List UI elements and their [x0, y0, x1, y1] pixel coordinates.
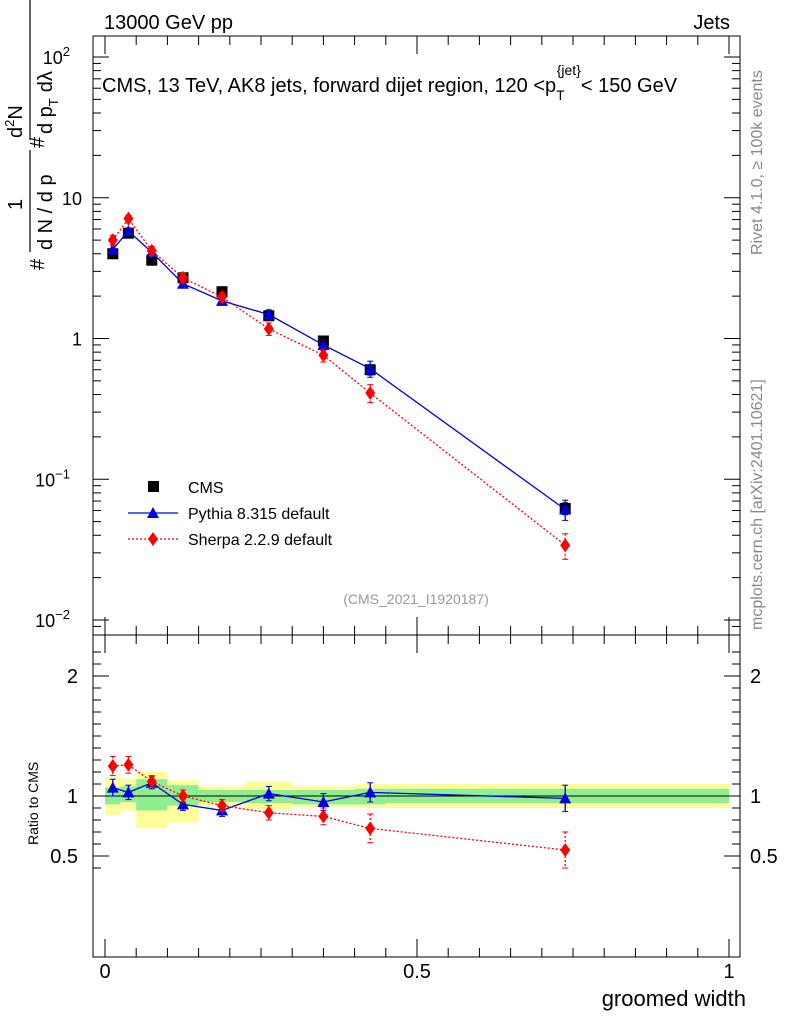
legend-label-pythia: Pythia 8.315 default	[188, 506, 330, 523]
xtick-label: 0	[99, 961, 110, 983]
legend-label-cms: CMS	[188, 480, 224, 497]
sherpa-marker	[178, 789, 188, 803]
ratio-ylabel: Ratio to CMS	[25, 762, 41, 845]
pythia-marker	[262, 787, 275, 799]
ratio-uncertainty-bands	[93, 772, 740, 829]
legend-marker-pythia	[147, 507, 159, 518]
plot-title: CMS, 13 TeV, AK8 jets, forward dijet reg…	[102, 62, 678, 103]
sherpa-marker	[217, 798, 227, 813]
rivet-version-label: Rivet 4.1.0, ≥ 100k events	[749, 70, 766, 255]
sherpa-marker	[123, 757, 134, 772]
legend-marker-cms	[148, 481, 159, 492]
pythia-marker	[122, 786, 135, 798]
cms-data-marker	[146, 254, 158, 266]
plot-title-main: CMS, 13 TeV, AK8 jets, forward dijet reg…	[102, 75, 556, 97]
sherpa-marker	[365, 821, 376, 836]
ylabel-N: N	[5, 105, 27, 119]
xlabel: groomed width	[602, 986, 746, 1011]
xtick-label: 1	[723, 961, 734, 983]
main-ytick-label: 10−2	[35, 607, 70, 631]
xtick-label: 0.5	[403, 961, 431, 983]
plot-title-sub: T	[556, 87, 565, 103]
ylabel-denominator: d N / d p	[35, 174, 57, 250]
ratio-series-layer	[106, 755, 572, 869]
sherpa-marker	[263, 805, 274, 820]
main-ytick-label: 10	[62, 189, 82, 209]
main-ytick-label: 10−1	[35, 466, 70, 490]
pythia-marker	[106, 243, 119, 255]
ylabel-d: d	[5, 127, 27, 138]
pythia-marker	[364, 786, 377, 798]
sherpa-marker	[146, 243, 157, 258]
legend: CMS Pythia 8.315 default Sherpa 2.2.9 de…	[128, 480, 333, 549]
energy-label: 13000 GeV pp	[104, 12, 233, 34]
ratio-ytick-label-right: 0.5	[750, 846, 778, 868]
sherpa-marker	[178, 270, 188, 285]
mcplots-label: mcplots.cern.ch [arXiv:2401.10621]	[749, 379, 766, 630]
ratio-ytick-label-right: 2	[750, 666, 761, 688]
ylabel-dlambda: dλ	[35, 71, 57, 92]
sherpa-marker	[107, 759, 118, 773]
plot-title-sup: {jet}	[557, 62, 581, 78]
main-ylabel: # 1 d N / d p # d2N d pTdλ	[2, 0, 61, 270]
pythia-marker	[106, 781, 119, 793]
main-series-layer	[106, 211, 572, 560]
ylabel-one: 1	[5, 199, 27, 210]
ratio-axis-ticks: 2 2 1 1 0.5 0.5 0 0.5 1	[50, 635, 778, 983]
pythia-marker	[559, 503, 572, 515]
legend-marker-sherpa	[148, 532, 158, 546]
ratio-ytick-label-left: 0.5	[50, 846, 78, 868]
legend-label-sherpa: Sherpa 2.2.9 default	[188, 532, 333, 549]
svg-text:d pTdλ: d pTdλ	[35, 71, 61, 134]
pythia-marker	[122, 225, 135, 237]
pythia-marker	[364, 362, 377, 374]
plot-title-end: < 150 GeV	[581, 75, 678, 97]
sherpa-marker	[365, 386, 376, 401]
analysis-label: (CMS_2021_I1920187)	[343, 591, 489, 607]
sherpa-marker	[263, 321, 274, 336]
ylabel-dp: d p	[35, 106, 57, 134]
main-ytick-label: 102	[43, 44, 70, 68]
sherpa-marker	[146, 774, 157, 789]
sherpa-marker	[318, 348, 329, 363]
ratio-ytick-label-left: 2	[67, 666, 78, 688]
sherpa-marker	[560, 843, 571, 857]
pythia-marker	[262, 308, 275, 320]
pythia-marker	[317, 338, 330, 350]
sherpa-marker	[123, 211, 134, 226]
sherpa-ratio-line	[112, 764, 566, 851]
ylabel-dp-sub: T	[46, 98, 61, 106]
ylabel-d-sup: 2	[2, 120, 17, 127]
main-ytick-label: 1	[72, 330, 82, 350]
svg-text:d2N: d2N	[2, 105, 27, 138]
ratio-ytick-label-left: 1	[67, 786, 78, 808]
sherpa-marker	[318, 809, 329, 824]
pythia-marker	[559, 792, 572, 804]
ylabel-hash: #	[27, 258, 49, 270]
ylabel-hash2: #	[27, 136, 49, 148]
pythia-marker	[177, 798, 189, 810]
main-axis-ticks: 102 10 1 10−1 10−2	[35, 36, 740, 635]
sherpa-marker	[107, 233, 118, 248]
pythia-marker	[317, 796, 330, 807]
sherpa-line	[112, 217, 566, 546]
sherpa-marker	[217, 290, 227, 305]
category-label: Jets	[693, 12, 730, 34]
sherpa-marker	[560, 538, 571, 553]
ratio-ytick-label-right: 1	[750, 786, 761, 808]
